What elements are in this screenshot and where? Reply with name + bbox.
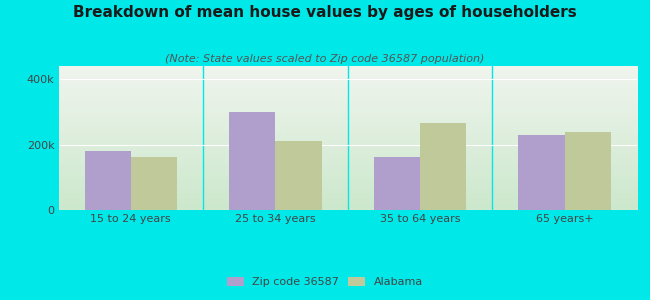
Text: Breakdown of mean house values by ages of householders: Breakdown of mean house values by ages o… <box>73 4 577 20</box>
Bar <box>565 132 611 210</box>
Bar <box>131 157 177 210</box>
Bar <box>374 157 420 210</box>
Text: (Note: State values scaled to Zip code 36587 population): (Note: State values scaled to Zip code 3… <box>165 54 485 64</box>
Bar <box>276 141 322 210</box>
Legend: Zip code 36587, Alabama: Zip code 36587, Alabama <box>222 272 428 291</box>
Bar <box>229 112 276 210</box>
Bar <box>420 123 466 210</box>
Bar <box>84 151 131 210</box>
Bar <box>519 135 565 210</box>
